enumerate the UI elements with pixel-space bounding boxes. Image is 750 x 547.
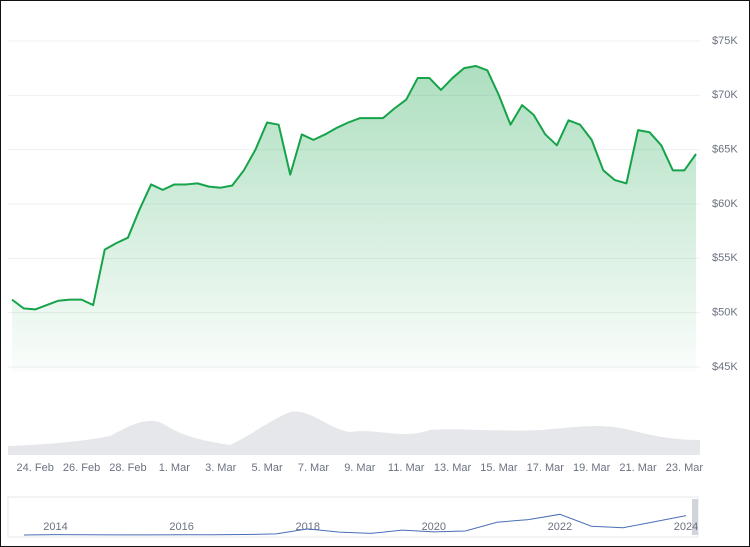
x-tick-label: 2014 bbox=[43, 521, 67, 533]
x-tick-label: 11. Mar bbox=[388, 462, 425, 474]
navigator-chart: 2014 2016 2018 2020 2022 2024 bbox=[23, 513, 698, 536]
y-tick-label: $65K bbox=[712, 144, 738, 156]
y-tick-label: $50K bbox=[712, 307, 738, 319]
x-tick-label: 2022 bbox=[548, 521, 572, 533]
x-tick-label: 1. Mar bbox=[159, 462, 191, 474]
y-tick-label: $70K bbox=[712, 89, 738, 101]
x-tick-label: 9. Mar bbox=[344, 462, 376, 474]
y-tick-label: $45K bbox=[712, 361, 738, 373]
x-tick-label: 19. Mar bbox=[573, 462, 611, 474]
price-line bbox=[11, 64, 697, 311]
x-tick-label: 2018 bbox=[295, 521, 319, 533]
x-tick-label: 2024 bbox=[674, 521, 698, 533]
x-tick-label: 2016 bbox=[169, 521, 193, 533]
x-tick-label: 26. Feb bbox=[63, 462, 100, 474]
y-tick-label: $60K bbox=[712, 198, 738, 210]
navigator bbox=[7, 496, 699, 538]
y-tick-label: $55K bbox=[712, 252, 738, 264]
price-area bbox=[12, 65, 696, 372]
x-tick-label: 7. Mar bbox=[298, 462, 330, 474]
x-tick-label: 5. Mar bbox=[251, 462, 283, 474]
navigator-handle[interactable] bbox=[692, 499, 698, 535]
x-tick-label: 3. Mar bbox=[205, 462, 237, 474]
navigator-line bbox=[23, 513, 687, 536]
x-tick-label: 23. Mar bbox=[666, 462, 704, 474]
price-chart: $45K $50K $55K $60K $65K $70K $75K 24. Feb 26. F… bbox=[8, 35, 738, 474]
x-tick-label: 15. Mar bbox=[480, 462, 518, 474]
y-tick-label: $75K bbox=[712, 35, 738, 47]
x-tick-label: 13. Mar bbox=[434, 462, 472, 474]
x-tick-label: 2020 bbox=[422, 521, 446, 533]
x-tick-label: 28. Feb bbox=[109, 462, 146, 474]
x-tick-label: 24. Feb bbox=[17, 462, 54, 474]
x-tick-label: 21. Mar bbox=[619, 462, 657, 474]
volume-area bbox=[8, 411, 700, 455]
x-tick-label: 17. Mar bbox=[527, 462, 565, 474]
